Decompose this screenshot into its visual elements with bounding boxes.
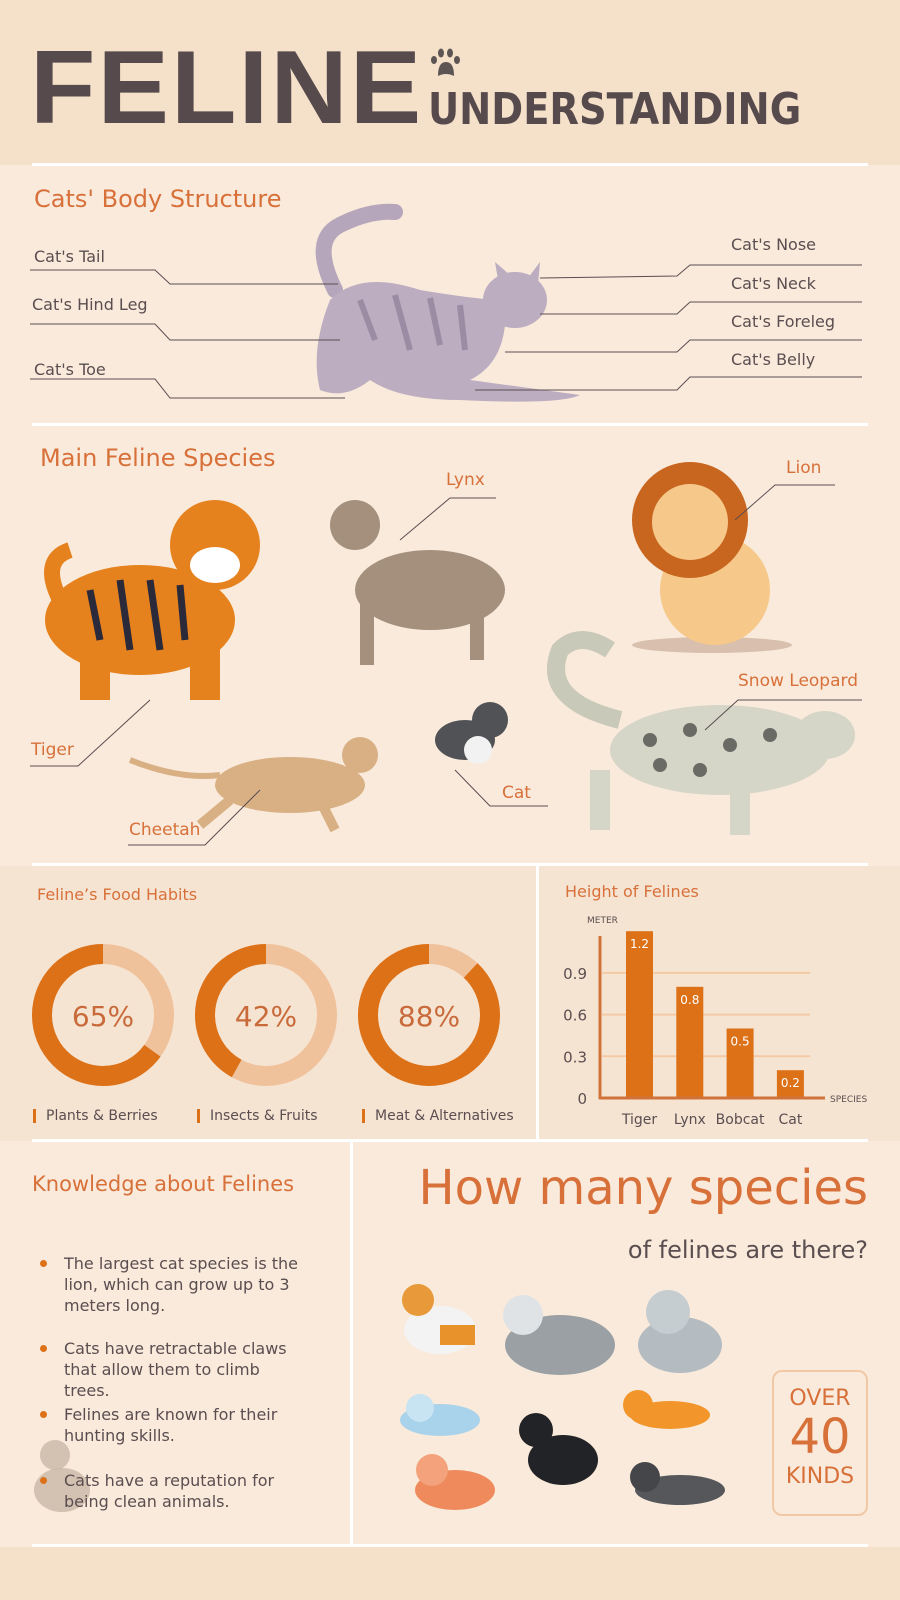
donut-fill [195,944,337,1086]
bar-value-label: 0.8 [680,993,699,1007]
fact-item: Cats have a reputation for being clean a… [34,1470,304,1512]
divider [32,1139,868,1142]
y-axis-label: METER [587,916,618,926]
cheetah-illustration [128,737,378,833]
label-hind-leg: Cat's Hind Leg [32,295,148,314]
fact-item: The largest cat species is the lion, whi… [34,1253,304,1316]
label-nose: Cat's Nose [731,235,817,254]
divider [32,1544,868,1547]
over-text: OVER [789,1386,851,1411]
label-tiger: Tiger [31,740,74,760]
knowledge-title: Knowledge about Felines [32,1172,295,1196]
cat-breeds-illustration [34,1284,725,1512]
label-snow-leopard: Snow Leopard [738,671,858,691]
subtitle: UNDERSTANDING [428,84,802,135]
tiger-illustration [44,500,260,700]
donut-value: 65% [72,1000,134,1033]
bar-cat [776,1070,804,1098]
bar-bobcat [726,1028,754,1098]
legend-insects: Insects & Fruits [197,1109,318,1123]
y-tick-label: 0 [577,1090,587,1108]
donut-value: 88% [398,1000,460,1033]
donut-fill [358,944,500,1086]
body-leader-lines [30,264,862,399]
species-leader-lines [30,484,862,846]
label-toe: Cat's Toe [34,360,106,379]
label-neck: Cat's Neck [731,274,816,293]
bar-value-label: 1.2 [630,937,649,951]
x-tick-label: Lynx [674,1112,706,1128]
kinds-text: KINDS [785,1463,855,1489]
label-belly: Cat's Belly [731,350,816,369]
y-tick-label: 0.3 [563,1048,587,1066]
x-tick-label: Tiger [621,1112,658,1128]
vertical-divider [536,866,539,1141]
chart-title: Height of Felines [565,882,699,901]
fact-item: Felines are known for their hunting skil… [34,1404,304,1446]
title: FELINE [30,30,424,146]
paw-icon [431,48,460,76]
x-axis-label: SPECIES [830,1095,867,1105]
species-count-subline: of felines are there? [627,1236,868,1264]
divider [32,863,868,866]
stretching-cat-illustration [315,203,580,402]
bar-value-label: 0.5 [731,1035,750,1049]
vertical-divider [350,1142,353,1545]
label-cat: Cat [502,783,531,803]
fact-item: Cats have retractable claws that allow t… [34,1338,304,1401]
y-tick-label: 0.9 [563,965,587,983]
cat-illustration [435,702,508,764]
donut-value: 42% [235,1000,297,1033]
label-foreleg: Cat's Foreleg [731,312,836,331]
donut-fill [32,944,174,1086]
lion-illustration [632,462,792,653]
species-count-headline: How many species [418,1160,868,1216]
x-tick-label: Bobcat [716,1112,765,1128]
label-cheetah: Cheetah [129,820,201,840]
divider [32,163,868,166]
bar-value-label: 0.2 [781,1076,800,1090]
height-bar-chart: 0 0.3 0.6 0.9 1.2 Tiger 0.8 Lynx 0.5 Bobcat 0.2 Cat… [563,916,867,1128]
x-tick-label: Cat [778,1112,802,1128]
label-tail: Cat's Tail [34,247,105,266]
food-title: Feline’s Food Habits [37,885,198,904]
legend-plants: Plants & Berries [33,1109,158,1123]
label-lion: Lion [786,458,822,478]
y-tick-label: 0.6 [563,1007,587,1025]
lynx-illustration [330,500,505,665]
snow-leopard-illustration [547,631,855,835]
footer-band [0,1547,900,1600]
divider [32,423,868,426]
label-lynx: Lynx [446,470,485,490]
header [0,0,900,165]
count-number: 40 [789,1409,851,1465]
bar-lynx [676,986,704,1098]
over-40-kinds-badge: OVER 40 KINDS [772,1370,868,1516]
legend-meat: Meat & Alternatives [362,1109,514,1123]
species-title: Main Feline Species [40,444,276,472]
donut-charts: 65% 42% 88% [32,944,500,1086]
body-structure-title: Cats' Body Structure [34,185,282,213]
bar-tiger [626,931,653,1098]
